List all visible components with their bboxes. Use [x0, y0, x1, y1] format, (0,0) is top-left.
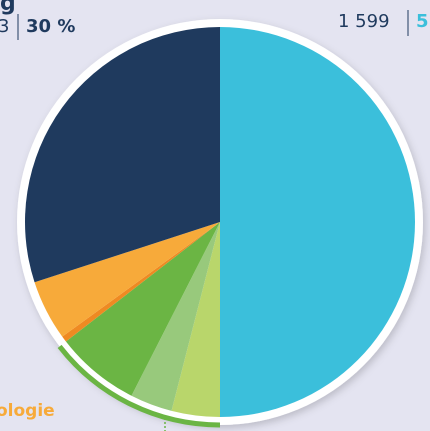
percent-label: 30 %: [26, 16, 75, 37]
heading-fragment: g: [0, 0, 16, 16]
pie-slice: [34, 222, 221, 337]
pie: [24, 27, 415, 417]
pie-slice: [62, 222, 221, 342]
pie-slice: [24, 27, 221, 283]
pie-slice: [65, 222, 220, 396]
pie-slice: [131, 222, 220, 411]
pie-slice: [220, 27, 415, 417]
accent-arc: [57, 344, 221, 428]
pie-slice: [171, 222, 220, 417]
count-label: 1 599: [338, 11, 390, 32]
count-fragment: 3: [0, 16, 9, 37]
percent-fragment: 5: [416, 11, 429, 32]
label-fragment: ologie: [0, 401, 55, 421]
